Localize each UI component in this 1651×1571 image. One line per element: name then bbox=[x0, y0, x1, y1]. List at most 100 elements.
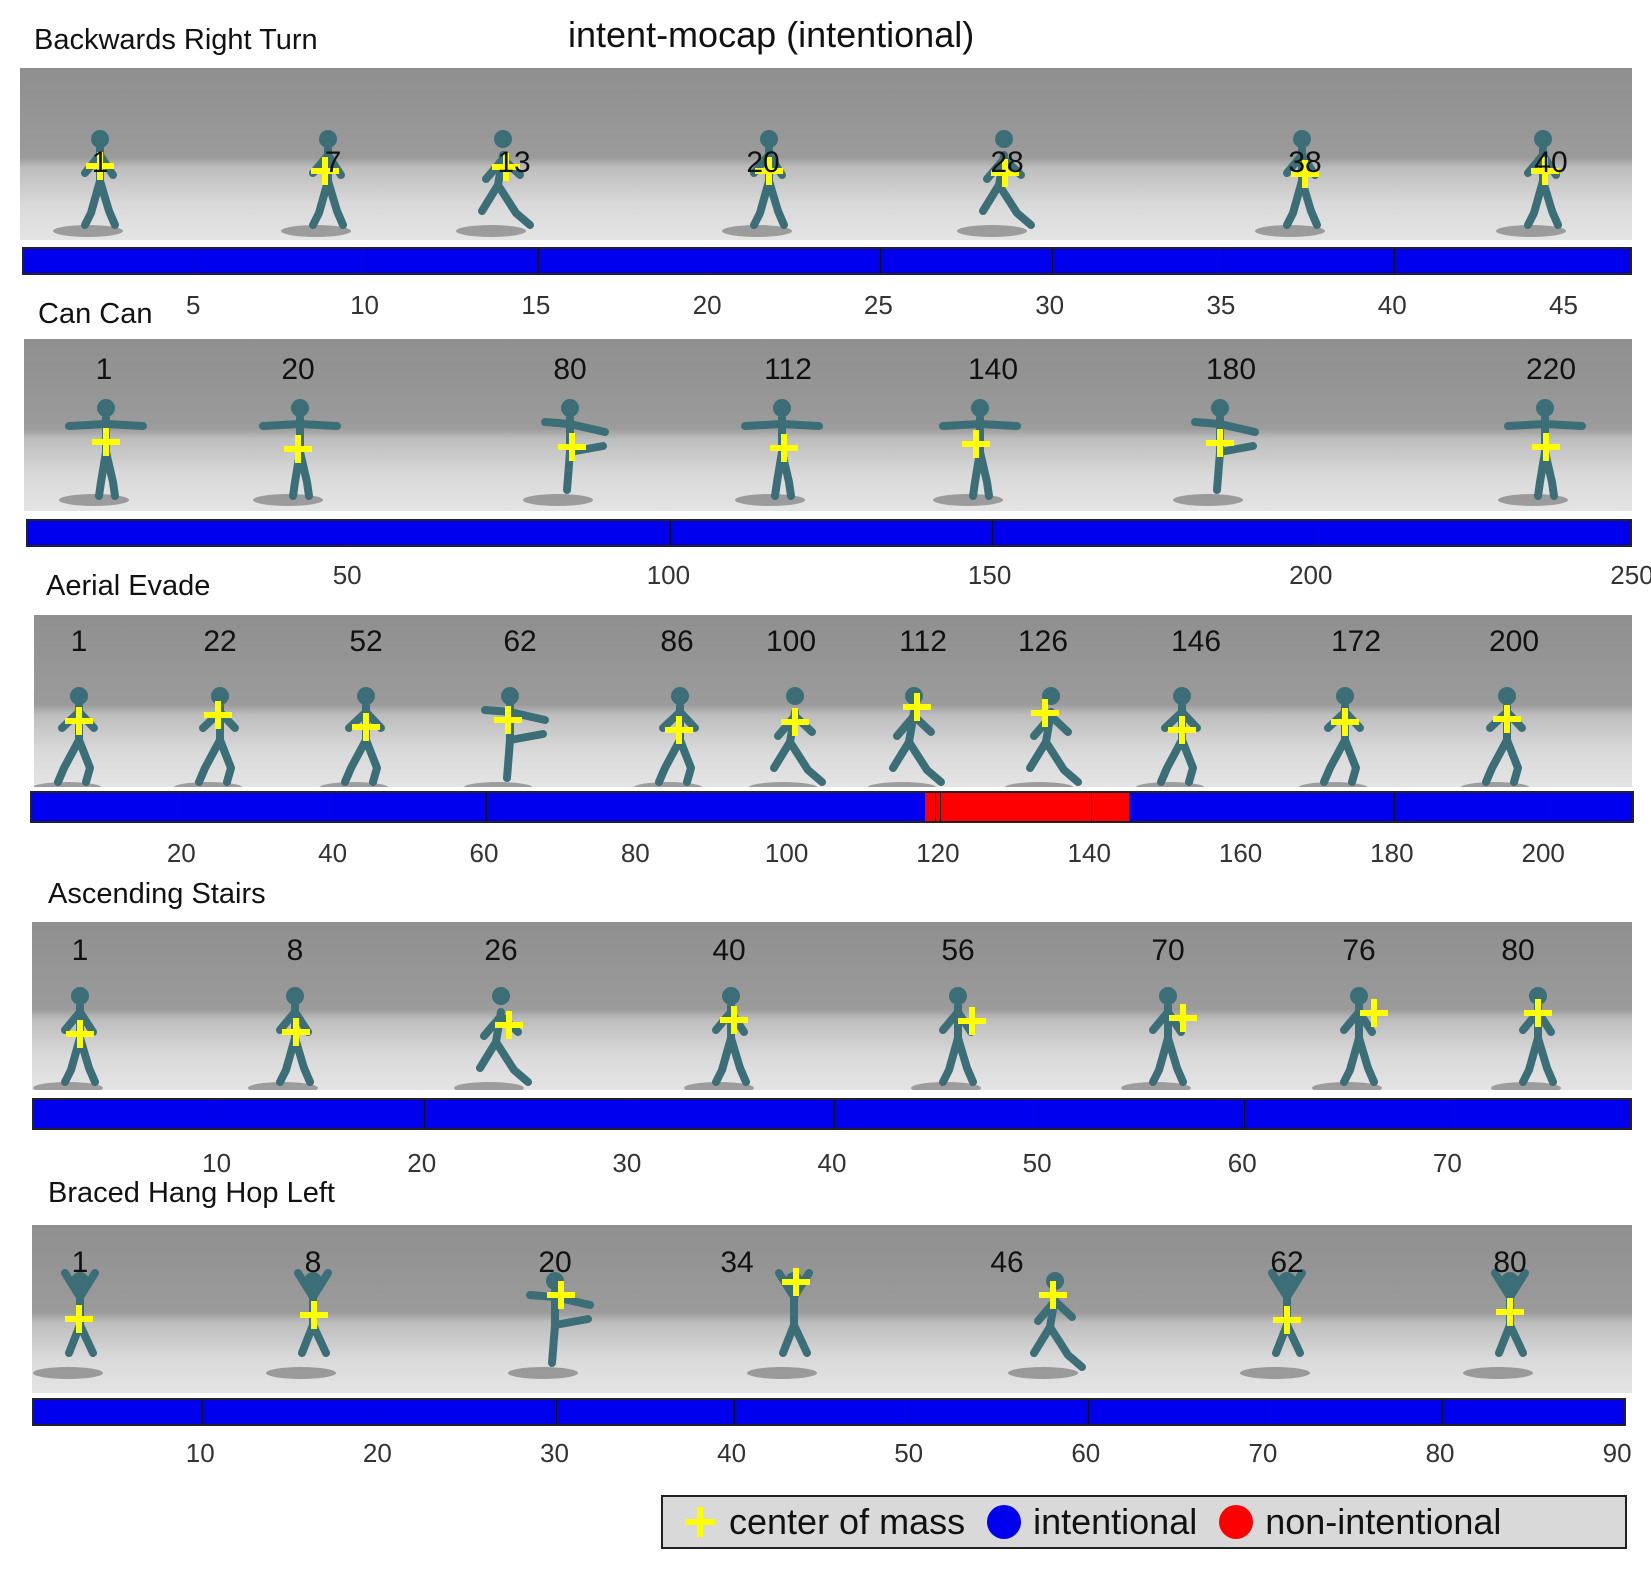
frame-number: 8 bbox=[304, 1246, 322, 1279]
figure-shadow bbox=[454, 1082, 524, 1090]
sequence-title: Backwards Right Turn bbox=[34, 24, 318, 56]
intent-timeline-bar bbox=[30, 791, 1634, 823]
figure-shadow bbox=[1496, 225, 1566, 237]
sequence-title: Ascending Stairs bbox=[48, 878, 266, 910]
frame-number: 22 bbox=[203, 625, 237, 658]
figure-shadow bbox=[281, 225, 351, 237]
center-of-mass-marker bbox=[1330, 707, 1360, 737]
center-of-mass-marker bbox=[1359, 998, 1389, 1028]
figure-shadow bbox=[319, 782, 389, 787]
center-of-mass-marker bbox=[781, 1267, 811, 1297]
center-of-mass-marker bbox=[283, 434, 313, 464]
figure-shadow bbox=[266, 1367, 336, 1379]
scene-strip: 1 8 20 34 46 62 80 bbox=[32, 1225, 1632, 1393]
legend-label: intentional bbox=[1033, 1501, 1198, 1542]
center-of-mass-marker bbox=[664, 715, 694, 745]
frame-number: 100 bbox=[765, 625, 817, 658]
figure-shadow bbox=[1463, 1367, 1533, 1379]
bar-tick bbox=[195, 249, 197, 273]
frame-number: 62 bbox=[1270, 1246, 1304, 1279]
figure-shadow bbox=[1004, 782, 1074, 787]
center-of-mass-marker bbox=[64, 1304, 94, 1334]
red-dot-icon bbox=[1219, 1505, 1254, 1539]
intentional-segment bbox=[34, 1100, 1630, 1128]
frame-number: 40 bbox=[1534, 146, 1568, 179]
intent-timeline-bar bbox=[32, 1398, 1626, 1426]
center-of-mass-marker bbox=[1205, 428, 1235, 458]
intent-timeline-bar bbox=[22, 247, 1632, 275]
frame-number: 56 bbox=[941, 934, 975, 967]
center-of-mass-marker bbox=[902, 692, 932, 722]
character-figure bbox=[510, 1255, 600, 1375]
center-of-mass-marker bbox=[557, 432, 587, 462]
bar-tick bbox=[991, 521, 993, 545]
scene-strip: 1 7 13 20 28 38 40 bbox=[20, 68, 1632, 240]
figure-shadow bbox=[523, 494, 593, 506]
legend-label: center of mass bbox=[729, 1501, 966, 1542]
bar-tick bbox=[1545, 793, 1547, 821]
frame-number: 112 bbox=[764, 353, 812, 386]
bar-tick bbox=[628, 1100, 630, 1128]
axis-tick-label: 30 bbox=[612, 1148, 642, 1178]
axis-tick-label: 40 bbox=[717, 1438, 747, 1468]
frame-number: 20 bbox=[538, 1246, 572, 1279]
bar-tick bbox=[366, 249, 368, 273]
figure-shadow bbox=[508, 1367, 578, 1379]
bar-tick bbox=[349, 521, 351, 545]
frame-number: 146 bbox=[1170, 625, 1222, 658]
legend-item-com: center of mass bbox=[683, 1501, 965, 1543]
frame-number: 76 bbox=[1342, 934, 1376, 967]
axis-tick-label: 30 bbox=[540, 1438, 569, 1468]
figure-shadow bbox=[53, 225, 123, 237]
figure-shadow bbox=[248, 1082, 318, 1090]
axis-tick-label: 80 bbox=[620, 838, 650, 868]
frame-number: 20 bbox=[746, 146, 780, 179]
bar-tick bbox=[1051, 249, 1053, 273]
center-of-mass-marker bbox=[780, 707, 810, 737]
legend-item-non-intentional: non-intentional bbox=[1219, 1501, 1501, 1543]
axis-tick-label: 60 bbox=[1071, 1438, 1101, 1468]
axis-tick-label: 80 bbox=[1425, 1438, 1455, 1468]
center-of-mass-marker bbox=[754, 156, 784, 186]
axis-tick-label: 180 bbox=[1370, 838, 1414, 868]
frame-number: 180 bbox=[1205, 353, 1257, 386]
figure-shadow bbox=[33, 1082, 103, 1090]
bar-tick bbox=[939, 793, 941, 821]
axis-tick-label: 90 bbox=[1602, 1438, 1632, 1468]
bar-tick bbox=[1242, 793, 1244, 821]
character-figure bbox=[1006, 670, 1096, 787]
figure-shadow bbox=[456, 225, 526, 237]
center-of-mass-marker bbox=[491, 152, 521, 182]
axis-tick-label: 20 bbox=[692, 290, 722, 320]
figure-shadow bbox=[1135, 782, 1205, 787]
frame-number: 126 bbox=[1017, 625, 1069, 658]
center-of-mass-marker bbox=[961, 429, 991, 459]
bar-tick bbox=[733, 1400, 735, 1424]
center-of-mass-marker bbox=[1290, 159, 1320, 189]
axis-tick-label: 5 bbox=[186, 290, 201, 320]
frame-number: 38 bbox=[1288, 146, 1322, 179]
legend-item-intentional: intentional bbox=[987, 1501, 1197, 1543]
bar-tick bbox=[709, 249, 711, 273]
axis-tick-label: 150 bbox=[967, 560, 1012, 590]
bar-tick bbox=[1087, 1400, 1089, 1424]
sequence-title: Can Can bbox=[38, 298, 153, 330]
blue-dot-icon bbox=[987, 1505, 1022, 1539]
axis-tick-label: 40 bbox=[817, 1148, 847, 1178]
frame-number: 1 bbox=[71, 934, 89, 967]
legend-label: non-intentional bbox=[1265, 1501, 1502, 1542]
bar-tick bbox=[1039, 1100, 1041, 1128]
bar-tick bbox=[1442, 1400, 1444, 1424]
frame-number: 80 bbox=[1501, 934, 1535, 967]
bar-tick bbox=[910, 1400, 912, 1424]
axis-tick-label: 20 bbox=[407, 1148, 437, 1178]
center-of-mass-marker bbox=[493, 705, 523, 735]
axis-tick-label: 70 bbox=[1432, 1148, 1462, 1178]
figure-shadow bbox=[33, 1367, 103, 1379]
center-of-mass-marker bbox=[281, 1017, 311, 1047]
frame-number: 112 bbox=[899, 625, 947, 658]
axis-tick-label: 45 bbox=[1549, 290, 1578, 320]
axis-tick-label: 35 bbox=[1206, 290, 1236, 320]
bar-tick bbox=[218, 1100, 220, 1128]
axis-tick-label: 25 bbox=[863, 290, 893, 320]
